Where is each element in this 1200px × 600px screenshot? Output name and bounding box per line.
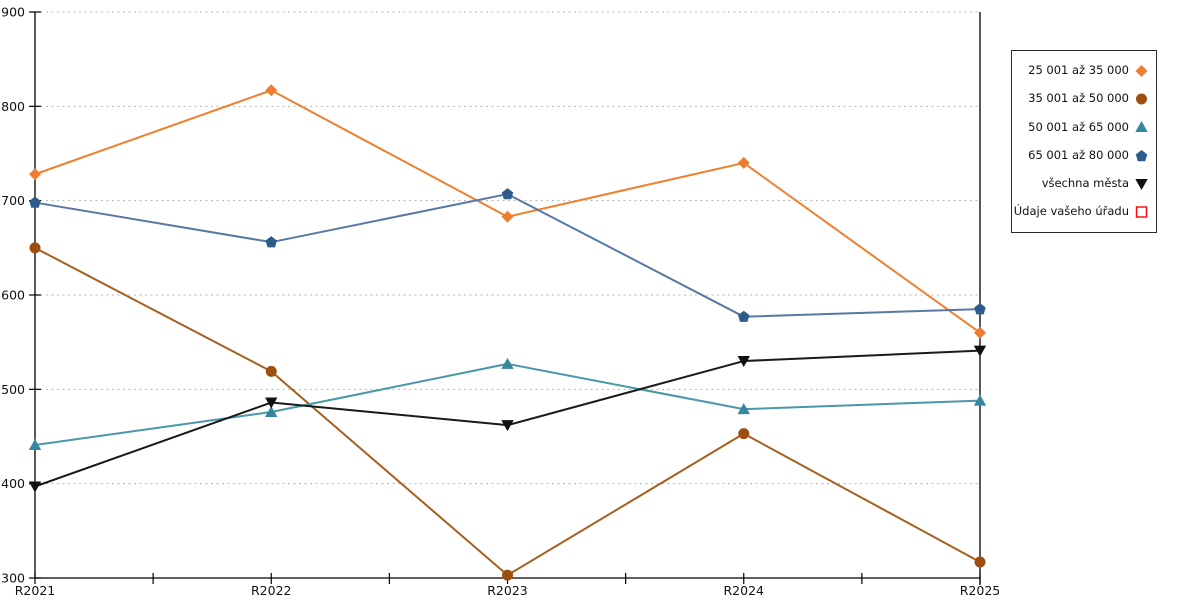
legend-marker-triangle-down-icon bbox=[1135, 178, 1148, 190]
series-v-echna-m-sta bbox=[28, 345, 987, 493]
y-gridlines bbox=[35, 11, 980, 485]
svg-text:900: 900 bbox=[1, 5, 25, 20]
svg-text:800: 800 bbox=[1, 99, 25, 114]
legend-item-50-001-a-65-000: 50 001 až 65 000 bbox=[1016, 120, 1149, 134]
legend-label: 35 001 až 50 000 bbox=[1028, 91, 1129, 106]
legend-marker-square-open-icon bbox=[1135, 206, 1148, 218]
legend-marker-triangle-up-icon bbox=[1135, 121, 1148, 133]
legend-label: 50 001 až 65 000 bbox=[1028, 119, 1129, 134]
legend-item-v-echna-m-sta: všechna města bbox=[1016, 177, 1149, 191]
svg-text:600: 600 bbox=[1, 288, 25, 303]
svg-text:R2022: R2022 bbox=[251, 583, 292, 598]
svg-text:R2024: R2024 bbox=[724, 583, 765, 598]
y-axis-labels: 300 400 500 600 700 800 900 bbox=[1, 5, 25, 586]
legend-item-35-001-a-50-000: 35 001 až 50 000 bbox=[1016, 92, 1149, 106]
legend-item-25-001-a-35-000: 25 001 až 35 000 bbox=[1016, 64, 1149, 78]
series-65-001-a-80-000 bbox=[29, 188, 986, 322]
legend-marker-circle-icon bbox=[1136, 93, 1147, 105]
legend-marker-pentagon-icon bbox=[1135, 149, 1148, 161]
legend-marker-diamond-icon bbox=[1135, 65, 1148, 78]
legend-item-65-001-a-80-000: 65 001 až 80 000 bbox=[1016, 149, 1149, 163]
axis-lines bbox=[34, 12, 981, 585]
svg-text:500: 500 bbox=[1, 382, 25, 397]
legend-label: 25 001 až 35 000 bbox=[1028, 63, 1129, 78]
svg-text:700: 700 bbox=[1, 193, 25, 208]
series-25-001-a-35-000 bbox=[29, 84, 986, 339]
series-35-001-a-50-000 bbox=[29, 242, 986, 581]
svg-text:R2023: R2023 bbox=[487, 583, 528, 598]
legend-label: Údaje vašeho úřadu bbox=[1013, 204, 1129, 219]
series-50-001-a-65-000 bbox=[28, 357, 987, 450]
svg-text:400: 400 bbox=[1, 476, 25, 491]
legend-box: 25 001 až 35 000 35 001 až 50 000 50 001 a… bbox=[1011, 50, 1157, 233]
legend-label: 65 001 až 80 000 bbox=[1028, 147, 1129, 162]
svg-text:R2021: R2021 bbox=[15, 583, 56, 598]
legend-label: všechna města bbox=[1041, 175, 1129, 190]
legend-item-daje-va-eho-adu: Údaje vašeho úřadu bbox=[1013, 204, 1149, 219]
svg-text:R2025: R2025 bbox=[960, 583, 1001, 598]
tick-marks bbox=[29, 11, 981, 584]
svg-text:300: 300 bbox=[1, 571, 25, 586]
x-axis-labels: R2021 R2022 R2023 R2024 R2025 bbox=[15, 583, 1001, 598]
